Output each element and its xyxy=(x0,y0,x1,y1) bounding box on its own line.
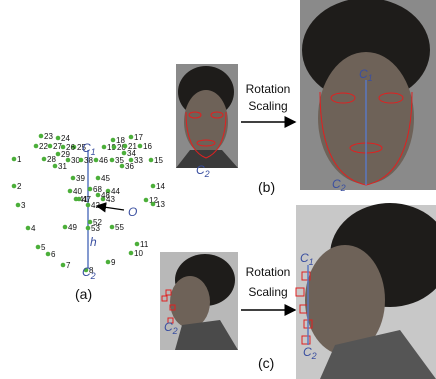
landmark-label: 68 xyxy=(93,185,102,194)
landmark-label: 23 xyxy=(44,132,53,141)
landmark-dot xyxy=(102,145,107,150)
landmark-label: 11 xyxy=(140,240,149,249)
landmark-dot xyxy=(36,245,41,250)
landmark-label: 38 xyxy=(84,156,93,165)
landmark-label: 5 xyxy=(41,243,46,252)
landmark-dot xyxy=(129,135,134,140)
landmark-label: 16 xyxy=(143,142,152,151)
landmark-label: 17 xyxy=(134,133,143,142)
caption: (c) xyxy=(258,355,274,371)
landmark-dot xyxy=(26,226,31,231)
caption: (b) xyxy=(258,179,275,195)
landmark-label: 9 xyxy=(111,258,116,267)
landmark-label: 28 xyxy=(47,155,56,164)
figure: 1234567891011121314151617181920212223242… xyxy=(0,0,436,379)
landmark-label: 7 xyxy=(66,261,71,270)
photo-large xyxy=(296,203,436,379)
c2-label: C2 xyxy=(82,265,96,281)
landmark-label: 47 xyxy=(82,195,91,204)
landmark-label: 1 xyxy=(17,155,22,164)
arrow-label: Scaling xyxy=(248,99,287,113)
landmark-dot xyxy=(16,203,21,208)
landmark-dot xyxy=(56,152,61,157)
photo-large xyxy=(300,0,436,190)
arrow-label: Rotation xyxy=(246,265,291,279)
landmark-dot xyxy=(110,158,115,163)
landmark-dot xyxy=(151,184,156,189)
c1-label: C1 xyxy=(82,141,96,157)
landmark-label: 24 xyxy=(61,134,70,143)
landmark-dot xyxy=(77,197,82,202)
landmark-dot xyxy=(96,176,101,181)
landmark-label: 53 xyxy=(91,224,100,233)
landmark-label: 10 xyxy=(134,249,143,258)
landmark-dot xyxy=(122,151,127,156)
origin-arrow xyxy=(97,206,124,210)
landmark-dot xyxy=(111,138,116,143)
landmark-dot xyxy=(61,263,66,268)
arrow-label: Rotation xyxy=(246,82,291,96)
landmark-label: 22 xyxy=(39,142,48,151)
landmark-dot xyxy=(53,164,58,169)
height-label: h xyxy=(90,235,97,249)
landmark-dot xyxy=(79,158,84,163)
landmark-label: 15 xyxy=(154,156,163,165)
landmark-dot xyxy=(144,198,149,203)
landmark-label: 45 xyxy=(101,174,110,183)
landmark-label: 48 xyxy=(101,191,110,200)
landmark-dot xyxy=(46,252,51,257)
landmark-label: 36 xyxy=(125,162,134,171)
landmark-dot xyxy=(86,226,91,231)
landmark-dot xyxy=(138,144,143,149)
landmark-label: 39 xyxy=(76,174,85,183)
landmark-dot xyxy=(39,134,44,139)
landmark-label: 44 xyxy=(111,187,120,196)
landmark-dot xyxy=(151,202,156,207)
landmark-dot xyxy=(110,225,115,230)
landmark-dot xyxy=(106,260,111,265)
landmark-label: 29 xyxy=(61,150,70,159)
landmark-label: 6 xyxy=(51,250,56,259)
landmark-label: 49 xyxy=(68,223,77,232)
photo-small xyxy=(176,64,238,168)
landmark-dot xyxy=(68,189,73,194)
arrow-label: Scaling xyxy=(248,285,287,299)
landmark-dot xyxy=(120,164,125,169)
origin-label: O xyxy=(128,205,137,219)
landmark-dot xyxy=(42,157,47,162)
landmark-label: 2 xyxy=(17,182,22,191)
landmark-label: 4 xyxy=(31,224,36,233)
landmark-dot xyxy=(12,184,17,189)
landmark-dot xyxy=(88,187,93,192)
landmark-dot xyxy=(63,225,68,230)
landmark-label: 31 xyxy=(58,162,67,171)
landmark-label: 35 xyxy=(115,156,124,165)
landmark-dot xyxy=(56,136,61,141)
landmark-dot xyxy=(123,144,128,149)
landmark-label: 3 xyxy=(21,201,26,210)
landmark-dot xyxy=(112,145,117,150)
landmark-dot xyxy=(135,242,140,247)
landmark-dot xyxy=(12,157,17,162)
landmark-dot xyxy=(94,158,99,163)
caption: (a) xyxy=(75,286,92,302)
landmark-label: 14 xyxy=(156,182,165,191)
landmark-dot xyxy=(71,176,76,181)
landmark-dot xyxy=(34,144,39,149)
landmark-dot xyxy=(149,158,154,163)
landmark-label: 46 xyxy=(99,156,108,165)
landmark-dot xyxy=(129,251,134,256)
landmark-label: 55 xyxy=(115,223,124,232)
landmark-dot xyxy=(48,144,53,149)
landmark-label: 13 xyxy=(156,200,165,209)
landmark-label: 42 xyxy=(91,201,100,210)
landmark-label: 34 xyxy=(127,149,136,158)
